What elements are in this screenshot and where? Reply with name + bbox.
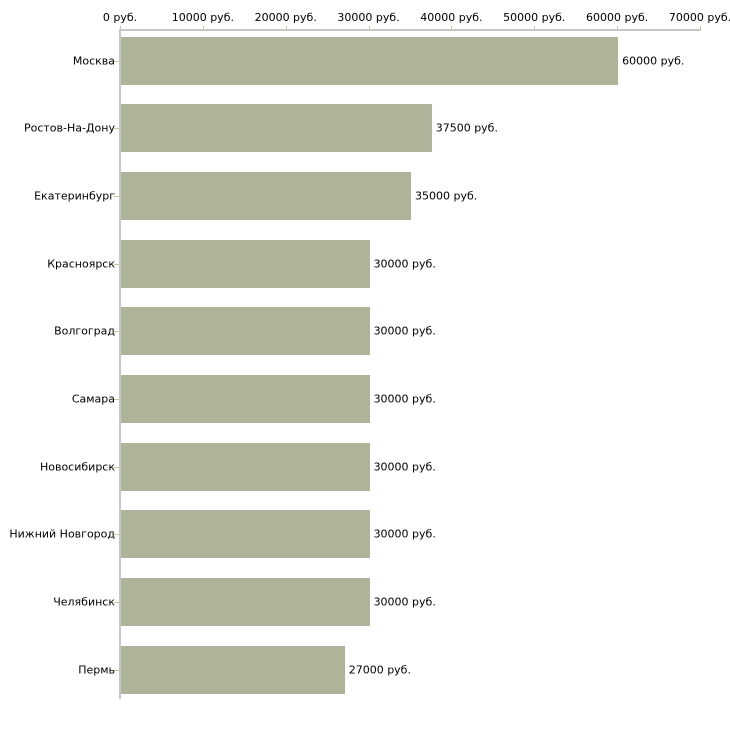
value-label: 35000 руб. [415,189,478,203]
y-axis-tick-mark [114,466,120,468]
category-label: Челябинск [53,595,115,609]
x-axis-tick-label: 70000 руб. [668,11,730,24]
x-axis-tick-label: 60000 руб. [586,11,649,24]
category-label: Волгоград [54,324,115,338]
value-label: 27000 руб. [348,663,411,677]
category-label: Самара [71,392,115,406]
bar [121,36,619,85]
x-axis-tick-label: 30000 руб. [337,11,400,24]
category-label: Екатеринбург [34,189,115,203]
x-axis-line [120,29,700,31]
x-axis-tick-mark [120,26,121,31]
y-axis-tick-mark [114,602,120,604]
category-label: Красноярск [47,257,115,271]
bar [121,645,345,694]
y-axis-tick-mark [114,399,120,400]
y-axis-tick-mark [114,669,120,671]
bar [121,375,370,423]
x-axis-tick-label: 20000 руб. [254,11,317,24]
value-label: 30000 руб. [373,257,436,271]
category-label: Новосибирск [39,460,115,474]
x-axis-tick-label: 10000 руб. [171,11,234,24]
x-axis-tick-mark [285,26,287,31]
bar [121,578,370,627]
value-label: 30000 руб. [373,460,436,474]
bar [121,171,411,220]
value-label: 30000 руб. [373,392,436,406]
bar [121,510,370,559]
bar [121,104,432,153]
category-label: Пермь [78,663,115,677]
bar [121,239,370,288]
x-axis-tick-label: 50000 руб. [503,11,566,24]
bar [121,307,370,356]
category-label: Нижний Новгород [9,527,115,541]
value-label: 37500 руб. [435,121,498,135]
y-axis-line [119,29,121,699]
x-axis-tick-label: 0 руб. [102,11,138,24]
x-axis-tick-mark [534,26,536,31]
y-axis-tick-mark [114,263,120,265]
value-label: 30000 руб. [373,527,436,541]
x-axis-tick-mark [700,26,701,31]
bar [121,442,370,491]
y-axis-tick-mark [114,128,120,130]
value-label: 30000 руб. [373,324,436,338]
category-label: Москва [72,54,115,67]
category-label: Ростов-На-Дону [23,121,115,135]
x-axis-tick-mark [202,26,204,31]
value-label: 30000 руб. [373,595,436,609]
value-label: 60000 руб. [622,54,685,67]
x-axis-tick-mark [451,26,453,31]
y-axis-tick-mark [114,331,120,333]
x-axis-tick-label: 40000 руб. [420,11,483,24]
x-axis-tick-mark [617,26,619,31]
y-axis-tick-mark [114,534,120,536]
x-axis-tick-mark [368,26,370,31]
y-axis-tick-mark [114,60,120,62]
y-axis-tick-mark [114,195,120,197]
